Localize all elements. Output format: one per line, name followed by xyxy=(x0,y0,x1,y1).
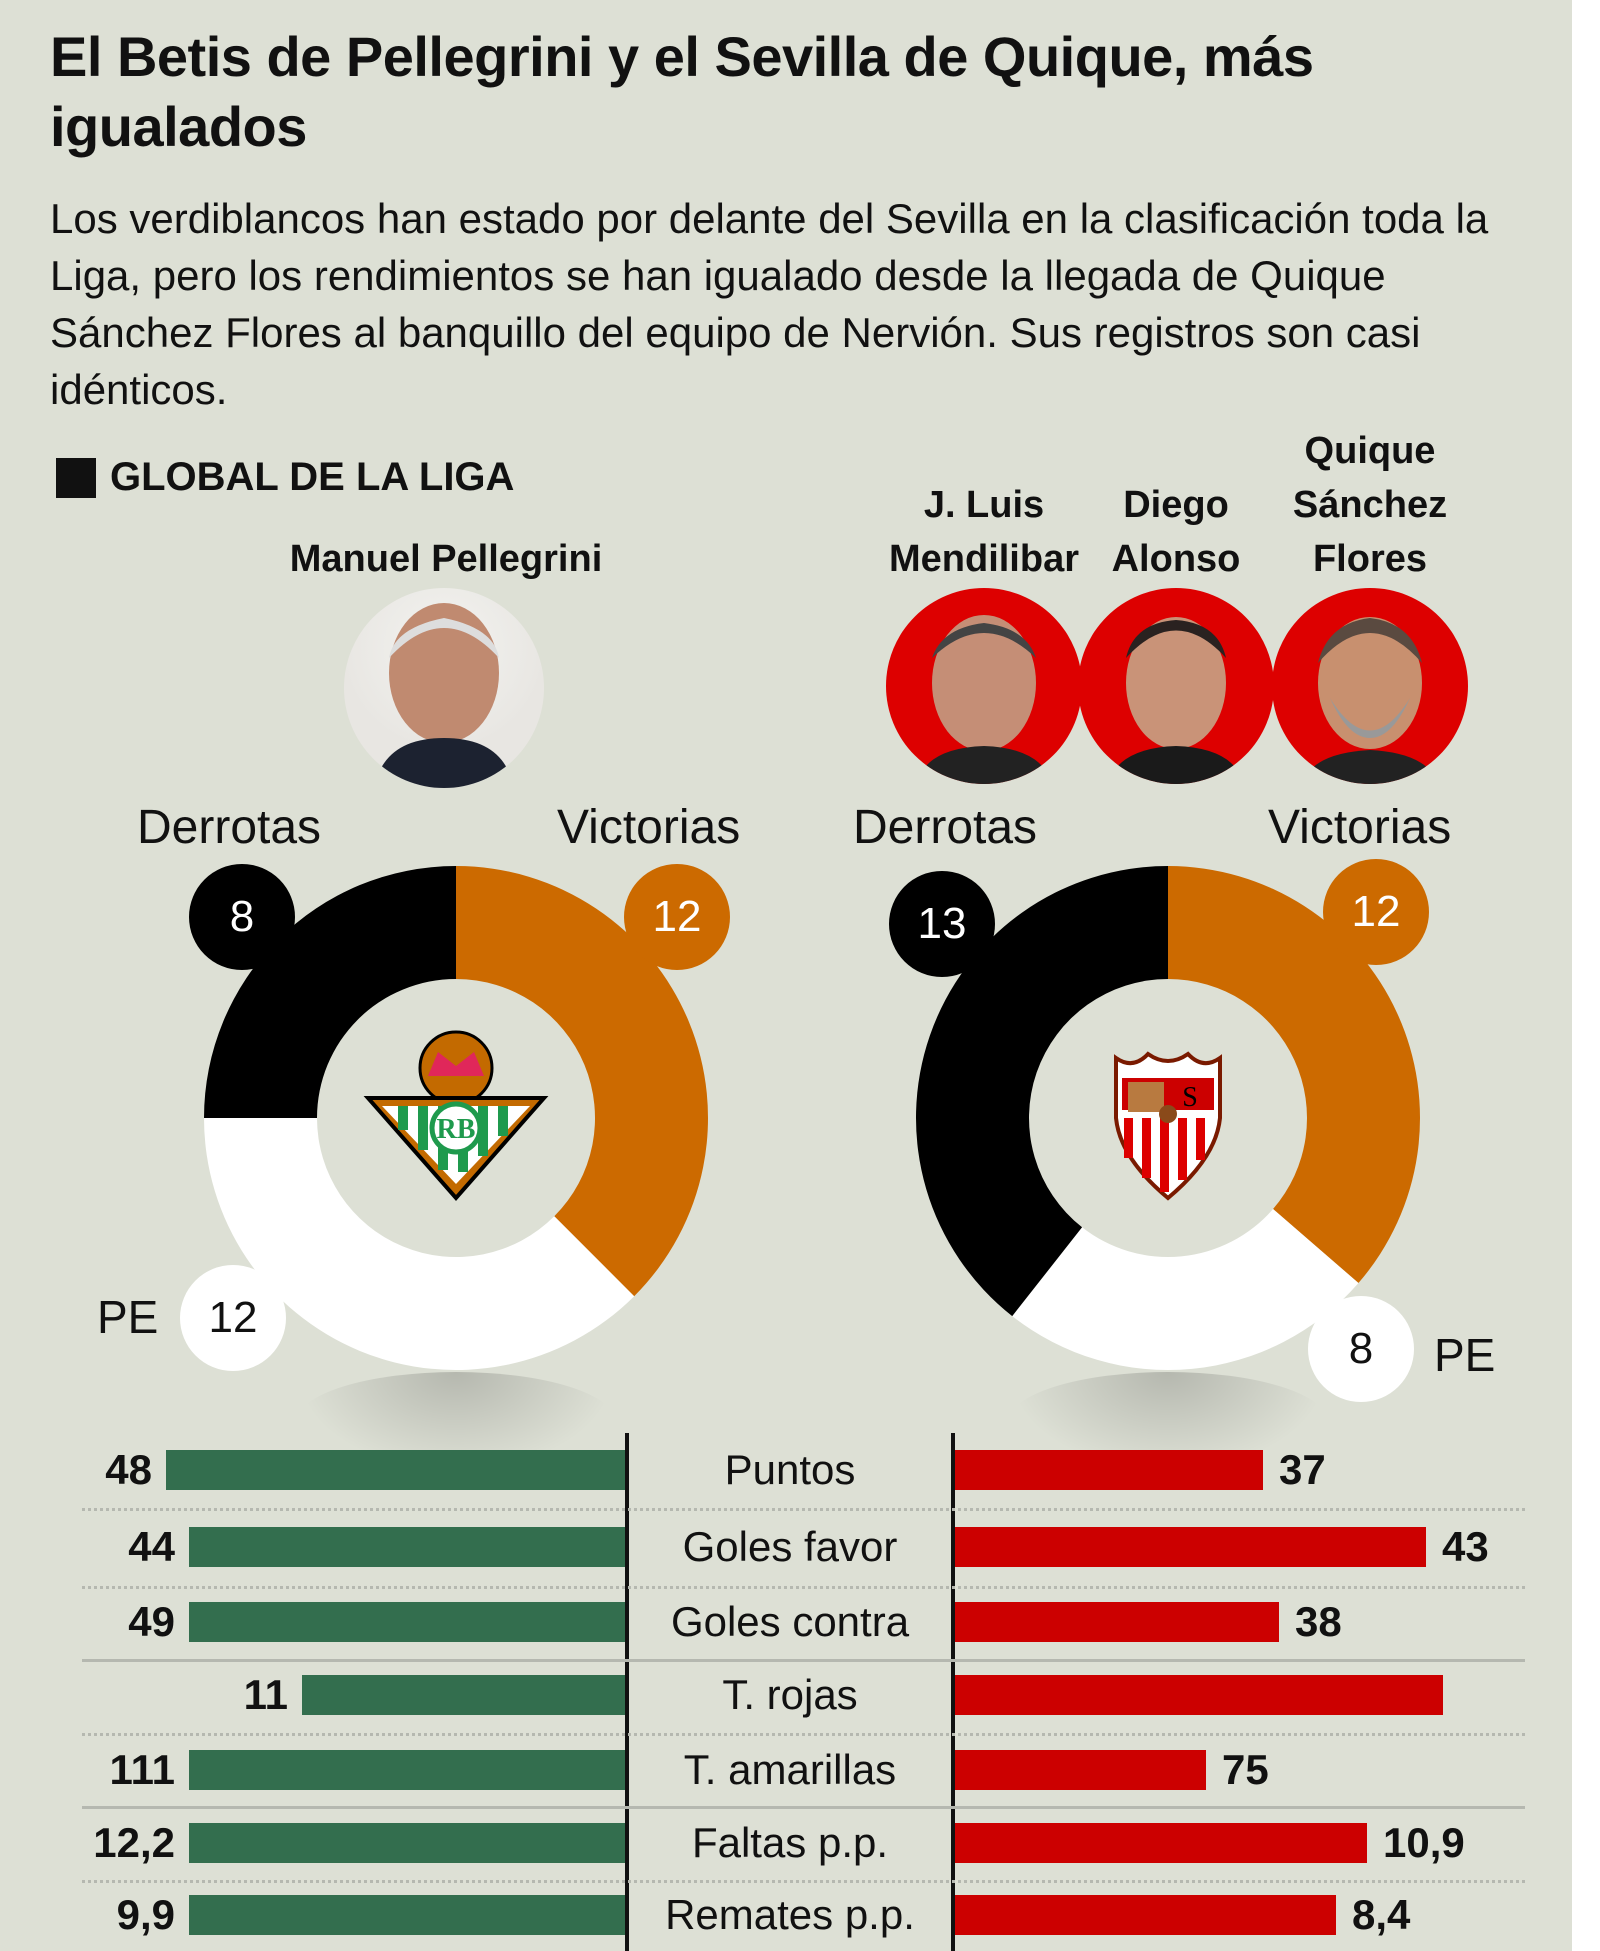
section-label: GLOBAL DE LA LIGA xyxy=(110,455,515,499)
betis-crest-icon: RB xyxy=(363,1030,549,1202)
sevilla-slice-empates xyxy=(1012,1209,1359,1370)
betis-slice-empates xyxy=(204,1118,635,1371)
sevilla-bar xyxy=(955,1750,1206,1790)
betis-value: 111 xyxy=(109,1746,175,1793)
sevilla-slice-derrotas xyxy=(916,866,1168,1317)
donut-charts: RB S xyxy=(204,866,1420,1371)
photo-mendilibar xyxy=(886,588,1082,784)
row-divider xyxy=(82,1880,1525,1883)
sevilla-bar xyxy=(955,1450,1263,1490)
row-divider xyxy=(82,1659,1525,1662)
betis-axis-line xyxy=(625,1433,629,1951)
betis-value: 12,2 xyxy=(93,1819,175,1866)
category-label: Goles favor xyxy=(682,1523,898,1570)
sevilla-value: 43 xyxy=(1442,1523,1489,1570)
betis-victorias-bubble: 12 xyxy=(624,864,730,970)
betis-slice-victorias xyxy=(456,866,709,1297)
row-divider xyxy=(82,1586,1525,1589)
betis-derrotas-bubble: 8 xyxy=(189,864,295,970)
square-icon xyxy=(56,457,96,498)
category-label: Goles contra xyxy=(670,1598,910,1645)
category-label: T. rojas xyxy=(722,1671,858,1718)
sevilla-bar xyxy=(955,1602,1279,1642)
sevilla-donut xyxy=(916,866,1420,1370)
betis-bar xyxy=(189,1527,625,1567)
category-label: Faltas p.p. xyxy=(691,1819,889,1866)
betis-value: 9,9 xyxy=(116,1891,175,1938)
row-divider xyxy=(82,1508,1525,1511)
sevilla-axis-line xyxy=(951,1433,955,1951)
coach-name-pellegrini: Manuel Pellegrini xyxy=(289,538,603,580)
betis-value: 49 xyxy=(128,1598,175,1645)
photo-sanchez-flores xyxy=(1272,588,1468,784)
sevilla-empates-bubble: 8 xyxy=(1308,1296,1414,1402)
betis-value: 11 xyxy=(243,1671,288,1718)
category-label: T. amarillas xyxy=(683,1746,897,1793)
betis-value: 44 xyxy=(128,1523,175,1570)
betis-bar xyxy=(166,1450,625,1490)
coach-name-sanchez-flores: Quique Sánchez Flores xyxy=(1292,430,1448,580)
betis-bar xyxy=(189,1750,625,1790)
svg-text:S: S xyxy=(1182,1082,1198,1113)
sevilla-victorias-bubble: 12 xyxy=(1323,859,1429,965)
sevilla-crest-icon: S xyxy=(1114,1051,1222,1201)
svg-text:RB: RB xyxy=(437,1114,476,1145)
sevilla-slice-victorias xyxy=(1168,866,1420,1284)
betis-slice-derrotas xyxy=(204,866,456,1118)
sevilla-value: 38 xyxy=(1295,1598,1342,1645)
row-divider xyxy=(82,1806,1525,1809)
sevilla-value: 10,9 xyxy=(1383,1819,1465,1866)
sevilla-bar xyxy=(955,1675,1443,1715)
sevilla-empates-label: PE xyxy=(1434,1329,1496,1381)
sevilla-derrotas-bubble: 13 xyxy=(889,871,995,977)
sevilla-bar xyxy=(955,1527,1426,1567)
sevilla-bar xyxy=(955,1823,1367,1863)
betis-empates-label: PE xyxy=(97,1291,159,1343)
betis-derrotas-label: Derrotas xyxy=(137,801,322,854)
sevilla-bar xyxy=(955,1895,1336,1935)
photo-alonso xyxy=(1078,588,1274,784)
betis-bar xyxy=(189,1602,625,1642)
betis-victorias-label: Victorias xyxy=(557,801,741,854)
category-label: Puntos xyxy=(724,1446,856,1493)
betis-bar xyxy=(302,1675,625,1715)
row-divider xyxy=(82,1733,1525,1736)
page-title: El Betis de Pellegrini y el Sevilla de Q… xyxy=(50,25,1314,158)
betis-value: 48 xyxy=(105,1446,152,1493)
sevilla-value: 37 xyxy=(1279,1446,1326,1493)
sevilla-derrotas-label: Derrotas xyxy=(853,801,1038,854)
sevilla-victorias-label: Victorias xyxy=(1268,801,1452,854)
coach-name-mendilibar: J. Luis Mendilibar xyxy=(888,484,1080,580)
photo-pellegrini xyxy=(344,588,544,788)
betis-donut xyxy=(204,866,709,1371)
betis-empates-bubble: 12 xyxy=(180,1265,286,1371)
section-header: GLOBAL DE LA LIGA xyxy=(56,455,514,500)
sevilla-value: 8,4 xyxy=(1352,1891,1411,1938)
betis-bar xyxy=(189,1895,625,1935)
sevilla-value: 75 xyxy=(1222,1746,1269,1793)
subtitle: Los verdiblancos han estado por delante … xyxy=(50,195,1489,413)
betis-bar xyxy=(189,1823,625,1863)
coach-name-alonso: Diego Alonso xyxy=(1111,484,1241,580)
category-label: Remates p.p. xyxy=(665,1891,915,1938)
